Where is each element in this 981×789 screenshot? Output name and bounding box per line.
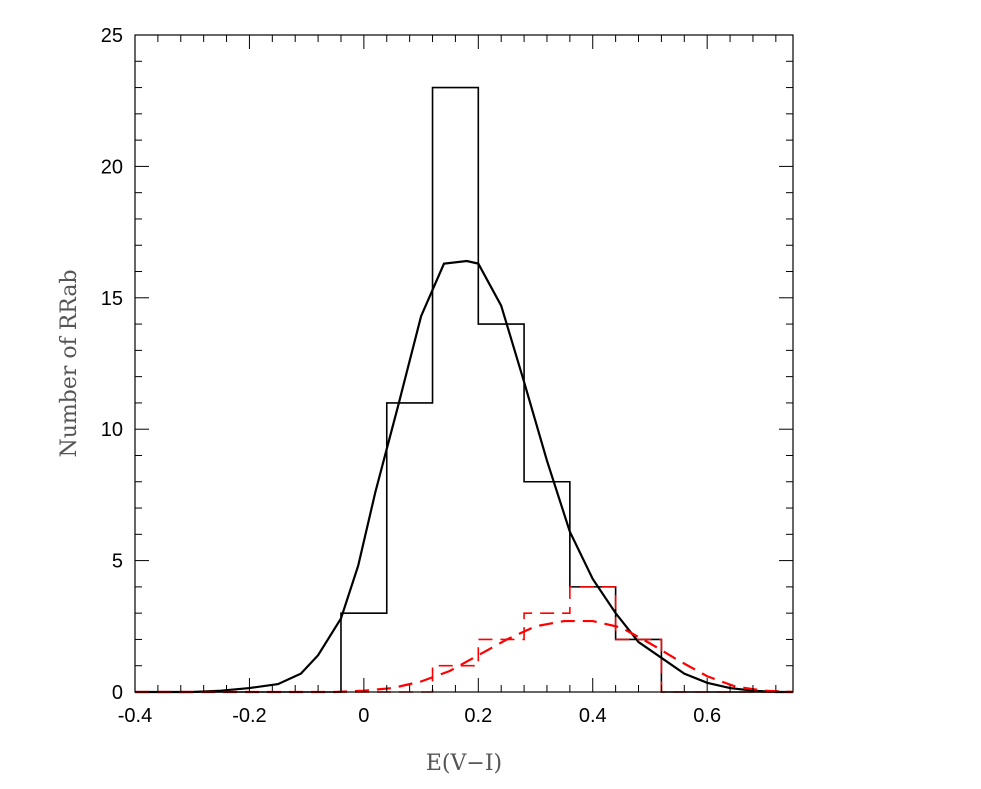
chart-curves — [135, 259, 794, 694]
chart-histograms — [135, 86, 793, 693]
x-tick-label: 0 — [358, 705, 369, 727]
y-tick-label: 5 — [112, 551, 123, 573]
curve-series-3 — [135, 619, 794, 694]
y-tick-label: 10 — [101, 419, 123, 441]
histogram-series-1 — [135, 586, 793, 693]
x-tick-label: 0.6 — [693, 705, 721, 727]
plot-frame — [134, 34, 794, 693]
curve-series-2 — [135, 259, 793, 694]
x-tick-label: 0.4 — [579, 705, 607, 727]
x-tick-labels: -0.4 -0.2 0 0.2 0.4 0.6 — [118, 705, 721, 727]
y-tick-label: 15 — [101, 288, 123, 310]
x-tick-label: -0.2 — [232, 705, 266, 727]
y-tick-label: 20 — [101, 156, 123, 178]
y-tick-label: 0 — [112, 682, 123, 704]
y-tick-labels: 0 5 10 15 20 25 — [101, 25, 123, 704]
x-tick-label: 0.2 — [464, 705, 492, 727]
y-axis-title: Number of RRab — [57, 269, 82, 457]
x-axis-title: E(V−I) — [426, 751, 502, 776]
chart-axes-ticks — [134, 34, 793, 693]
y-tick-label: 25 — [101, 25, 123, 47]
histogram-series-0 — [135, 86, 793, 693]
x-tick-label: -0.4 — [118, 705, 152, 727]
